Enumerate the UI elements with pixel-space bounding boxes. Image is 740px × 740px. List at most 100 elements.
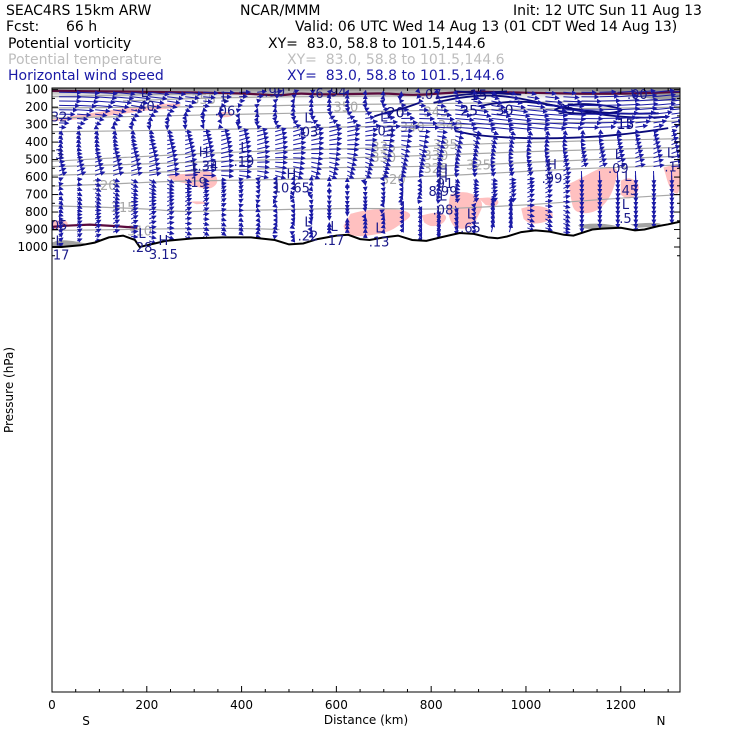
wind-vector — [76, 228, 83, 234]
wind-vector — [311, 156, 324, 162]
wind-vector — [221, 207, 227, 213]
pv-extremum-value: .91 — [433, 177, 454, 192]
wind-vector — [257, 140, 270, 146]
wind-vector — [203, 136, 213, 142]
wind-vector — [129, 120, 135, 126]
wind-vector — [617, 137, 623, 143]
wind-vector — [545, 203, 553, 209]
wind-vector — [255, 217, 261, 223]
wind-vector — [148, 178, 157, 184]
wind-vector — [383, 107, 390, 113]
wind-vector — [203, 207, 210, 212]
wind-vector — [167, 149, 178, 155]
wind-vector — [365, 169, 373, 175]
field-name-pv: Potential vorticity — [8, 36, 132, 52]
wind-vector — [347, 147, 360, 153]
pv-minimum-marker: L — [141, 86, 149, 101]
wind-vector — [563, 209, 571, 214]
wind-vector — [453, 223, 459, 231]
wind-vector — [238, 217, 244, 223]
wind-vector — [598, 142, 605, 148]
wind-vector — [58, 130, 64, 136]
wind-vector — [239, 169, 252, 175]
wind-vector — [347, 115, 356, 121]
wind-vector — [563, 180, 571, 185]
wind-vector — [437, 156, 444, 162]
wind-vector — [365, 142, 378, 148]
wind-vector — [452, 89, 459, 95]
wind-vector — [239, 174, 252, 179]
wind-vector — [94, 162, 104, 168]
wind-vector — [185, 216, 193, 222]
pv-extremum-value: .99 — [542, 172, 563, 187]
wind-vector — [419, 148, 428, 153]
wind-vector — [77, 90, 101, 96]
wind-vector — [436, 214, 442, 226]
wind-vector — [291, 94, 297, 100]
field-xy-wind: XY= 83.0, 58.8 to 101.5,144.6 — [287, 68, 505, 84]
wind-vector — [149, 224, 157, 230]
wind-vector — [491, 113, 512, 119]
wind-vector — [419, 134, 431, 140]
wind-vector — [203, 162, 217, 168]
wind-vector — [383, 161, 391, 166]
wind-vector — [380, 212, 385, 218]
wind-vector — [149, 149, 159, 155]
wind-vector — [166, 206, 175, 212]
wind-vector — [653, 133, 660, 139]
wind-vector — [149, 133, 155, 139]
wind-vector — [290, 111, 295, 117]
wind-vector — [398, 191, 404, 197]
wind-vector — [635, 162, 646, 168]
wind-vector — [455, 143, 463, 149]
wind-vector — [221, 158, 235, 164]
wind-vector — [166, 211, 175, 216]
wind-vector — [329, 141, 343, 147]
wind-vector — [437, 134, 448, 140]
wind-vector — [257, 131, 269, 137]
wind-vector — [292, 120, 299, 125]
wind-vector — [239, 158, 253, 164]
wind-vector — [94, 203, 102, 209]
theta-contour-label: 350 — [333, 100, 358, 115]
wind-vector — [131, 162, 142, 168]
wind-vector — [75, 134, 82, 140]
wind-speed-contour-20 — [374, 101, 420, 118]
wind-vector — [671, 95, 680, 98]
wind-vector — [203, 103, 210, 109]
wind-vector — [545, 171, 553, 177]
pv-extremum-value: .00 — [627, 88, 648, 103]
wind-vector — [93, 124, 100, 130]
x-axis-end-left: S — [82, 714, 90, 728]
wind-vector — [471, 215, 477, 222]
wind-vector — [599, 158, 607, 163]
wind-vector — [95, 116, 105, 122]
wind-vector — [289, 198, 295, 204]
wind-vector — [491, 126, 515, 132]
wind-vector — [185, 99, 197, 105]
y-tick-label: 200 — [25, 100, 48, 114]
wind-vector — [130, 178, 139, 184]
wind-vector — [203, 153, 216, 159]
wind-vector — [433, 88, 440, 94]
pv-minimum-marker: L — [221, 91, 229, 106]
wind-vector — [58, 185, 64, 191]
wind-vector — [329, 170, 339, 176]
wind-vector — [272, 179, 278, 186]
wind-vector — [203, 167, 217, 173]
wind-vector — [437, 112, 453, 118]
wind-vector — [113, 104, 130, 110]
pv-minimum-marker: L — [624, 170, 632, 185]
wind-vector — [581, 150, 587, 156]
wind-vector — [110, 124, 116, 130]
wind-vector — [347, 119, 359, 125]
wind-vector — [490, 147, 497, 153]
wind-vector — [131, 146, 139, 152]
wind-vector — [112, 171, 125, 176]
pv-extremum-value: .45 — [618, 184, 639, 199]
wind-vector — [185, 182, 193, 188]
theta-contour-330 — [52, 146, 680, 168]
wind-vector — [455, 99, 464, 105]
wind-vector — [509, 135, 516, 140]
x-tick-label: 600 — [325, 698, 348, 712]
